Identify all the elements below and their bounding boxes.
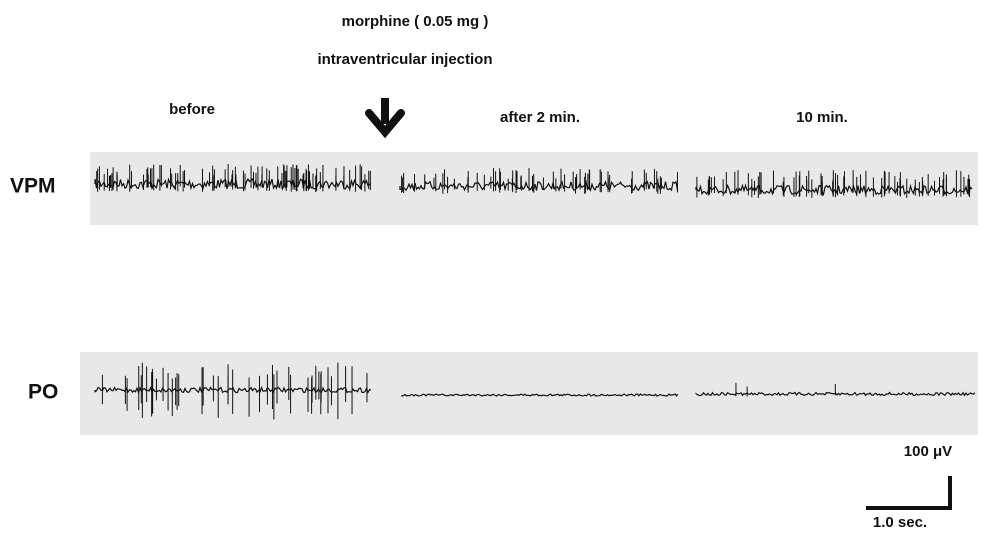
amplitude-label: 100 μV	[904, 443, 952, 460]
channel-label: PO	[28, 381, 58, 404]
condition-label: 10 min.	[796, 109, 848, 126]
drug-label: morphine ( 0.05 mg )	[342, 13, 489, 30]
condition-label: after 2 min.	[500, 109, 580, 126]
route-label: intraventricular injection	[317, 51, 492, 68]
condition-label: before	[169, 101, 215, 118]
scale-bar	[866, 476, 952, 510]
time-label: 1.0 sec.	[873, 514, 927, 531]
channel-label: VPM	[10, 175, 56, 198]
figure: morphine ( 0.05 mg ) intraventricular in…	[0, 0, 991, 533]
injection-arrow	[369, 98, 401, 132]
